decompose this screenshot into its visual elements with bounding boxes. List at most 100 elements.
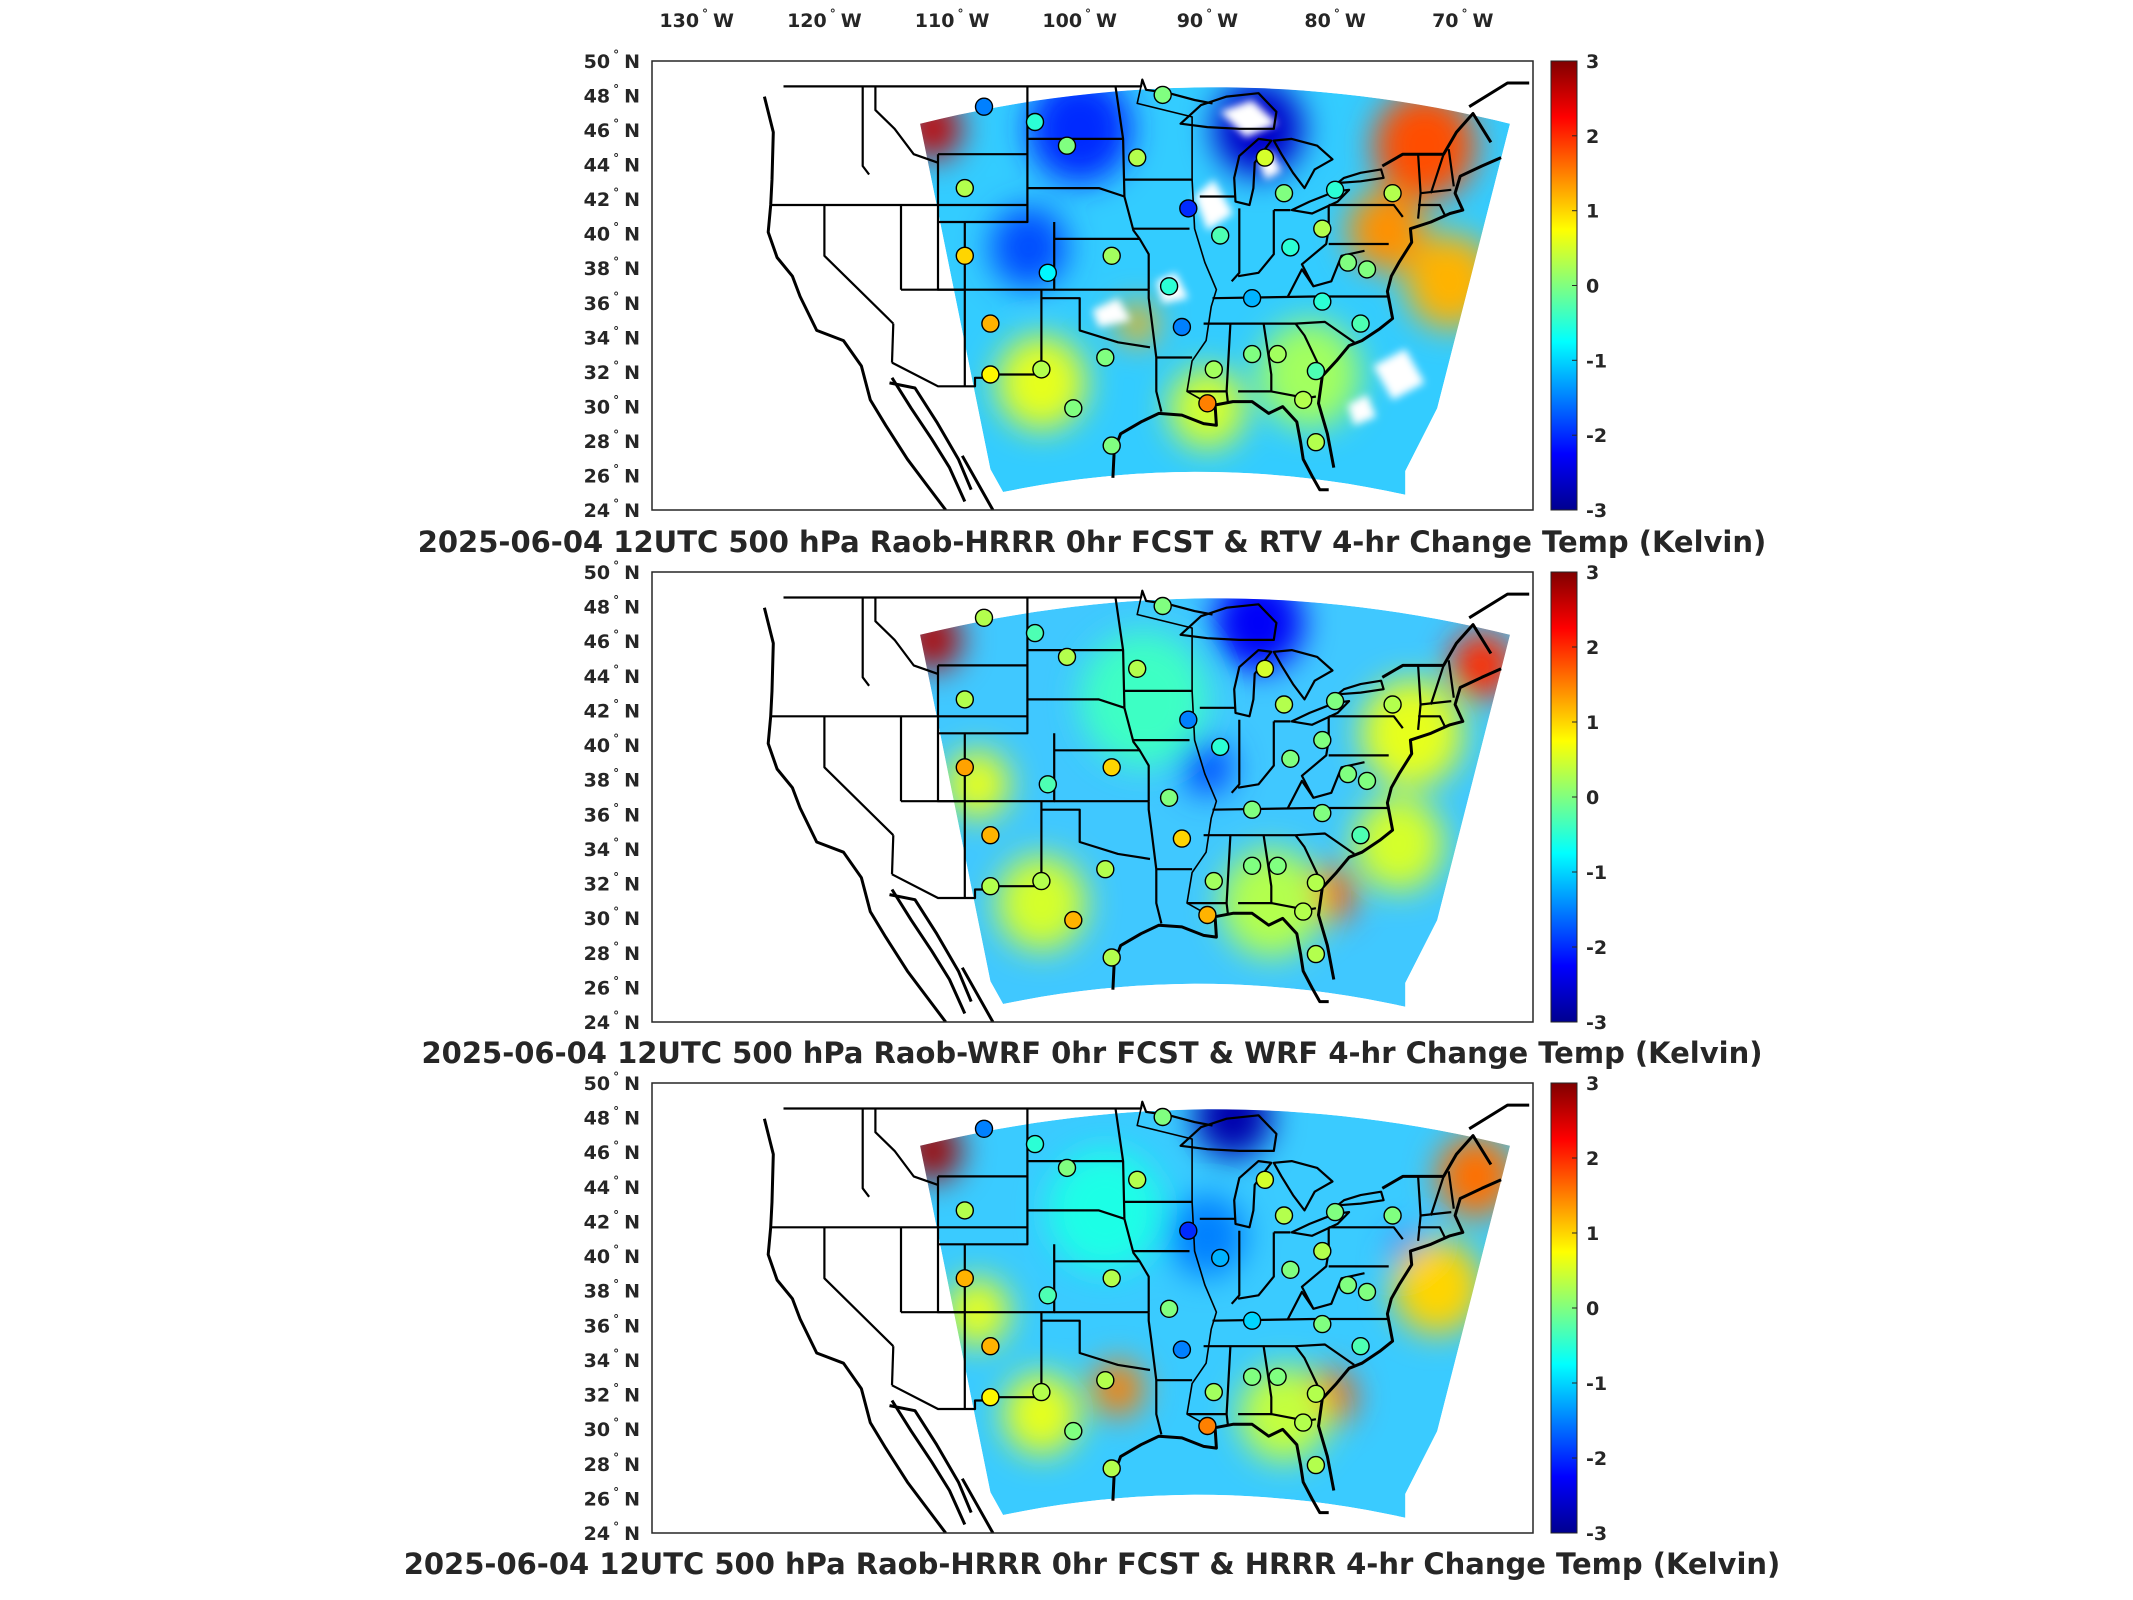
lat-tick-dir: N (624, 631, 640, 653)
coastline (762, 1118, 947, 1533)
coastline (1111, 400, 1329, 492)
station-marker (1172, 829, 1192, 848)
lon-tick-dir: W (968, 10, 989, 32)
coastline (762, 607, 947, 1022)
station-marker (1274, 1206, 1294, 1225)
great-lake (1233, 1159, 1273, 1229)
lat-tick-value: 36 (584, 1315, 610, 1337)
lat-tick-label: 28 ° N (584, 940, 640, 965)
temperature-field (920, 598, 1510, 1007)
station-marker (1032, 1382, 1051, 1402)
state-border (1225, 323, 1232, 402)
field-anomaly (996, 335, 1087, 431)
lon-tick-dir: W (1345, 10, 1366, 32)
state-border (1230, 1230, 1241, 1305)
lat-tick-dir: N (624, 804, 640, 826)
lat-tick-value: 44 (584, 666, 610, 688)
station-marker (1179, 710, 1198, 729)
coastline (1317, 156, 1502, 468)
station-marker (1268, 856, 1287, 875)
station-marker (1274, 695, 1294, 714)
station-marker (1096, 1370, 1115, 1390)
lat-tick-label: 26 ° N (584, 463, 640, 488)
coastline (1381, 623, 1493, 679)
lat-tick-dir: N (624, 562, 640, 584)
data-gap (1347, 394, 1376, 426)
lat-tick-dir: N (624, 466, 640, 488)
data-gap (1092, 298, 1131, 327)
lat-tick-label: 38 ° N (584, 1278, 640, 1303)
state-border (1420, 700, 1452, 706)
lat-tick-value: 50 (584, 51, 610, 73)
state-border (1123, 707, 1150, 802)
lat-tick-label: 42 ° N (584, 186, 640, 211)
lon-tick-value: 70 (1432, 10, 1458, 32)
lat-tick-value: 38 (584, 770, 610, 792)
great-lake (1233, 648, 1273, 718)
lat-tick-value: 36 (584, 804, 610, 826)
lat-tick-dir: N (624, 51, 640, 73)
lat-tick-value: 30 (584, 908, 610, 930)
lat-tick-label: 44 ° N (584, 663, 640, 688)
lat-tick-label: 50 ° N (584, 559, 640, 584)
lat-tick-label: 24 ° N (584, 497, 640, 522)
lat-tick-value: 44 (584, 1177, 610, 1199)
station-marker (1057, 647, 1077, 667)
station-marker (1179, 1221, 1198, 1240)
state-border (874, 86, 939, 164)
data-gap (1373, 349, 1425, 400)
lat-tick-label: 38 ° N (584, 767, 640, 792)
state-border (1300, 205, 1330, 287)
great-lake (1179, 92, 1278, 130)
station-marker (1351, 314, 1370, 333)
station-marker (1313, 730, 1332, 750)
station-marker (1025, 112, 1045, 132)
station-marker (1281, 238, 1300, 257)
colorbar-tick-label: 0 (1586, 787, 1599, 809)
great-lake (1290, 699, 1351, 726)
coastline (889, 893, 973, 1003)
station-marker (1032, 360, 1051, 379)
station-marker (1242, 289, 1262, 308)
state-border (1230, 719, 1241, 794)
station-marker (1064, 910, 1083, 930)
map-area (652, 572, 1533, 1022)
lon-tick-value: 90 (1177, 10, 1203, 32)
coastline (960, 966, 995, 1022)
lat-tick-dir: N (624, 1488, 640, 1510)
great-lake (1272, 1159, 1334, 1212)
station-marker (1293, 1413, 1313, 1432)
state-border (1123, 1218, 1150, 1313)
lat-tick-label: 30 ° N (584, 905, 640, 930)
state-border (1420, 1211, 1452, 1217)
lon-tick-value: 80 (1304, 10, 1330, 32)
station-marker (1179, 199, 1198, 218)
station-marker (1357, 1282, 1377, 1302)
lat-tick-label: 40 ° N (584, 732, 640, 757)
lat-tick-value: 42 (584, 1212, 610, 1234)
coastline (889, 381, 973, 491)
coastline (890, 377, 967, 503)
field-anomaly (1354, 796, 1444, 892)
lon-tick-dir: W (713, 10, 734, 32)
lat-tick-label: 28 ° N (584, 428, 640, 453)
lon-tick-label: 110 ° W (915, 7, 990, 32)
station-marker (1210, 737, 1230, 757)
lat-tick-dir: N (624, 1142, 640, 1164)
lat-tick-label: 32 ° N (584, 1382, 640, 1407)
state-border (1238, 835, 1273, 905)
lat-tick-label: 38 ° N (584, 255, 640, 280)
state-border (1328, 1226, 1404, 1240)
lat-tick-dir: N (624, 1419, 640, 1441)
lat-tick-label: 32 ° N (584, 359, 640, 384)
state-border (1429, 1176, 1445, 1216)
lat-tick-label: 26 ° N (584, 974, 640, 999)
field-anomaly (996, 855, 1087, 951)
state-border (1027, 1209, 1125, 1220)
lat-tick-dir: N (624, 258, 640, 280)
great-lake (1233, 137, 1273, 207)
station-marker (1159, 277, 1179, 296)
station-marker (1025, 623, 1045, 643)
map-area (652, 61, 1533, 510)
state-border (1041, 808, 1151, 861)
